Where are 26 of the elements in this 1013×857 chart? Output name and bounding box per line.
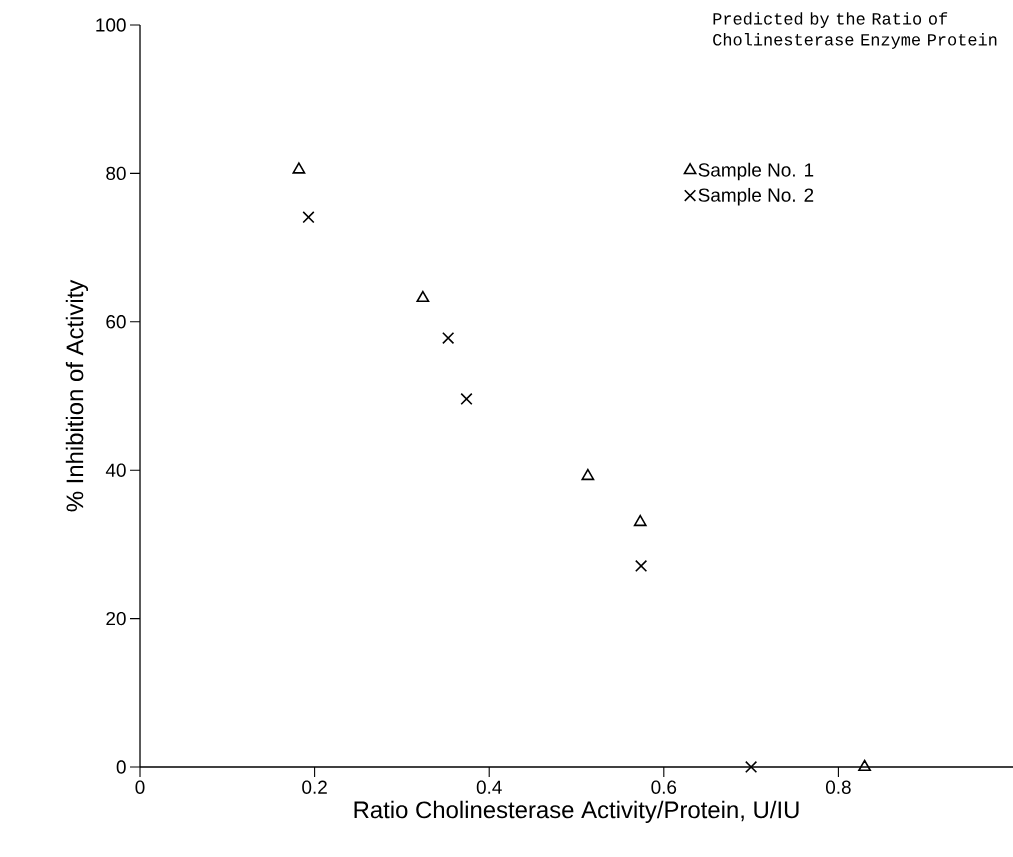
y-tick-label: 40 [105, 463, 126, 477]
x-tick-label: 0 [135, 780, 145, 794]
x-tick-label: 0.2 [302, 780, 327, 794]
point [635, 559, 648, 573]
point [633, 514, 647, 527]
legend-label: Sample No. 2 [698, 187, 814, 206]
x-tick-label: 0.8 [825, 780, 851, 794]
point [292, 162, 306, 174]
y-tick-label: 100 [96, 18, 126, 32]
chart-title: Predicted by the Ratio of Cholinesterase Enzyme Protein [713, 12, 997, 49]
y-tick-label: 0 [116, 760, 126, 774]
y-tick-label: 80 [106, 166, 126, 181]
y-tick-label: 20 [106, 611, 126, 626]
point [581, 468, 595, 481]
x-tick-label: 0.4 [476, 780, 502, 794]
legend-label: Sample No. 1 [698, 162, 814, 181]
point [302, 211, 315, 224]
point [442, 332, 455, 345]
y-tick-label: 60 [106, 315, 126, 329]
point [858, 759, 872, 772]
point [745, 760, 758, 774]
point [460, 392, 473, 406]
point [416, 290, 430, 303]
x-axis-title: Ratio Cholinesterase Activity/Protein, U/IU [354, 800, 799, 824]
y-axis-title: % Inhibition of Activity [65, 279, 89, 512]
x-tick-label: 0.6 [651, 780, 677, 794]
